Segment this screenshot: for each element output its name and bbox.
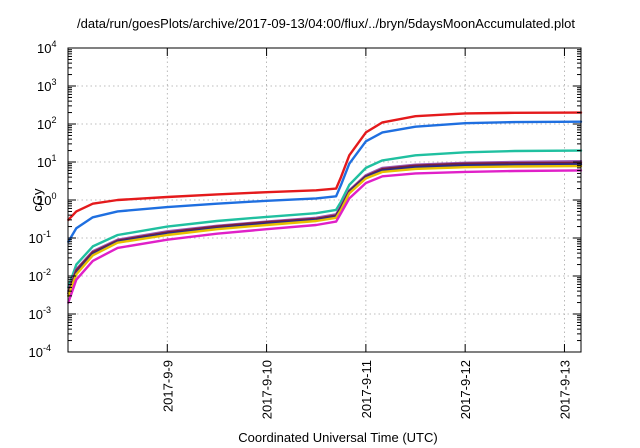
series-line <box>67 159 583 293</box>
y-tick-label: 100 <box>37 191 56 208</box>
y-tick-base: 10 <box>37 155 51 170</box>
x-tick-label: 2017-9-9 <box>160 360 175 412</box>
y-tick-base: 10 <box>37 193 51 208</box>
y-tick-base: 10 <box>37 79 51 94</box>
chart-title: /data/run/goesPlots/archive/2017-09-13/0… <box>77 16 575 31</box>
y-tick-base: 10 <box>37 41 51 56</box>
x-tick-label: 2017-9-13 <box>557 360 572 419</box>
y-tick-label: 101 <box>37 153 56 170</box>
y-tick-base: 10 <box>29 345 43 360</box>
y-tick-label: 104 <box>37 39 56 56</box>
x-tick-label: 2017-9-10 <box>260 360 275 419</box>
y-tick-exponent: 0 <box>51 191 56 201</box>
y-tick-exponent: 3 <box>51 77 56 87</box>
x-tick-labels: 2017-9-9 2017-9-10 2017-9-11 2017-9-12 2017-… <box>160 360 572 419</box>
x-tick-label: 2017-9-11 <box>359 360 374 418</box>
y-tick-exponent: 1 <box>51 153 56 163</box>
y-tick-exponent: -3 <box>43 305 51 315</box>
series-line <box>67 169 583 304</box>
axis-ticks <box>68 47 581 353</box>
data-series <box>67 111 583 304</box>
grid-lines <box>68 48 581 352</box>
y-tick-label: 103 <box>37 77 56 94</box>
series-line <box>67 149 583 289</box>
x-axis-label: Coordinated Universal Time (UTC) <box>238 430 437 445</box>
y-tick-label: 102 <box>37 115 56 132</box>
y-tick-base: 10 <box>29 307 43 322</box>
y-tick-label: 10-1 <box>29 229 51 246</box>
y-tick-exponent: 2 <box>51 115 56 125</box>
series-line <box>67 111 583 222</box>
x-tick-label: 2017-9-12 <box>458 360 473 419</box>
series-line <box>67 161 583 295</box>
y-tick-base: 10 <box>29 231 43 246</box>
series-line <box>67 120 583 243</box>
y-tick-label: 10-4 <box>29 343 51 360</box>
y-tick-label: 10-3 <box>29 305 51 322</box>
y-tick-base: 10 <box>29 269 43 284</box>
series-line <box>67 164 583 298</box>
y-tick-exponent: -1 <box>43 229 51 239</box>
y-tick-exponent: -2 <box>43 267 51 277</box>
y-axis-label: cGy <box>30 188 45 212</box>
y-tick-base: 10 <box>37 117 51 132</box>
y-tick-label: 10-2 <box>29 267 51 284</box>
y-tick-exponent: 4 <box>51 39 56 49</box>
y-tick-exponent: -4 <box>43 343 51 353</box>
